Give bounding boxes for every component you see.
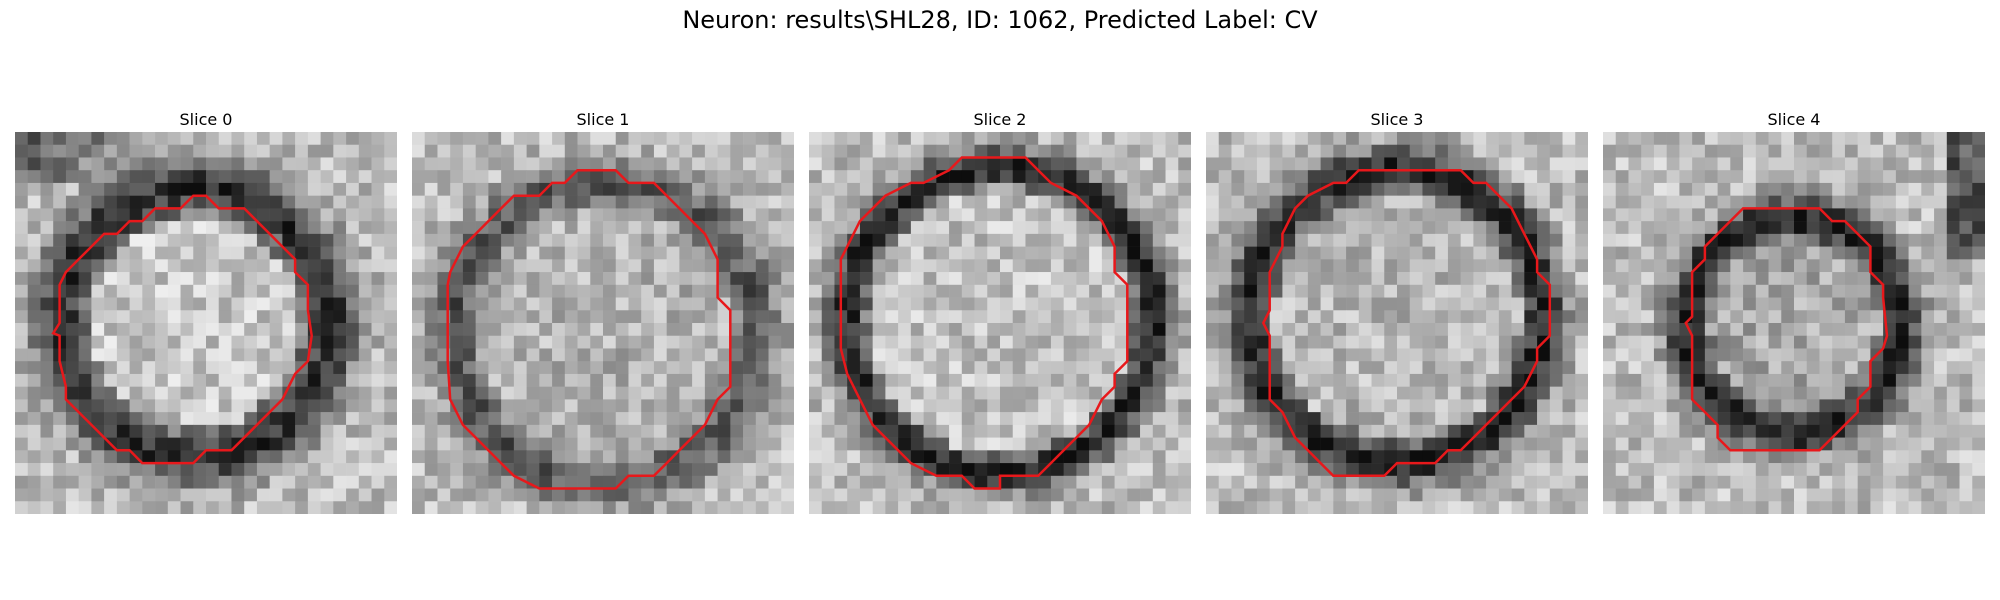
slice-image-4 [1603,132,1985,514]
slice-title: Slice 3 [1370,110,1424,129]
slice-panel-1: Slice 1 [412,108,794,514]
slice-image-0 [15,132,397,514]
slice-image-3 [1206,132,1588,514]
contour-outline [839,156,1129,490]
slice-title: Slice 4 [1767,110,1821,129]
slice-panel-3: Slice 3 [1206,108,1588,514]
figure-title: Neuron: results\SHL28, ID: 1062, Predict… [682,6,1318,34]
slice-title: Slice 0 [179,110,233,129]
slice-title: Slice 1 [576,110,630,129]
slice-image-2 [809,132,1191,514]
slice-image-1 [412,132,794,514]
contour-outline [446,168,732,490]
slice-panel-0: Slice 0 [15,108,397,514]
contour-outline [1261,168,1552,478]
slice-panel-4: Slice 4 [1603,108,1985,514]
contour-outline [1684,207,1889,452]
contour-outline [51,194,313,465]
slice-title: Slice 2 [973,110,1027,129]
slice-panel-2: Slice 2 [809,108,1191,514]
